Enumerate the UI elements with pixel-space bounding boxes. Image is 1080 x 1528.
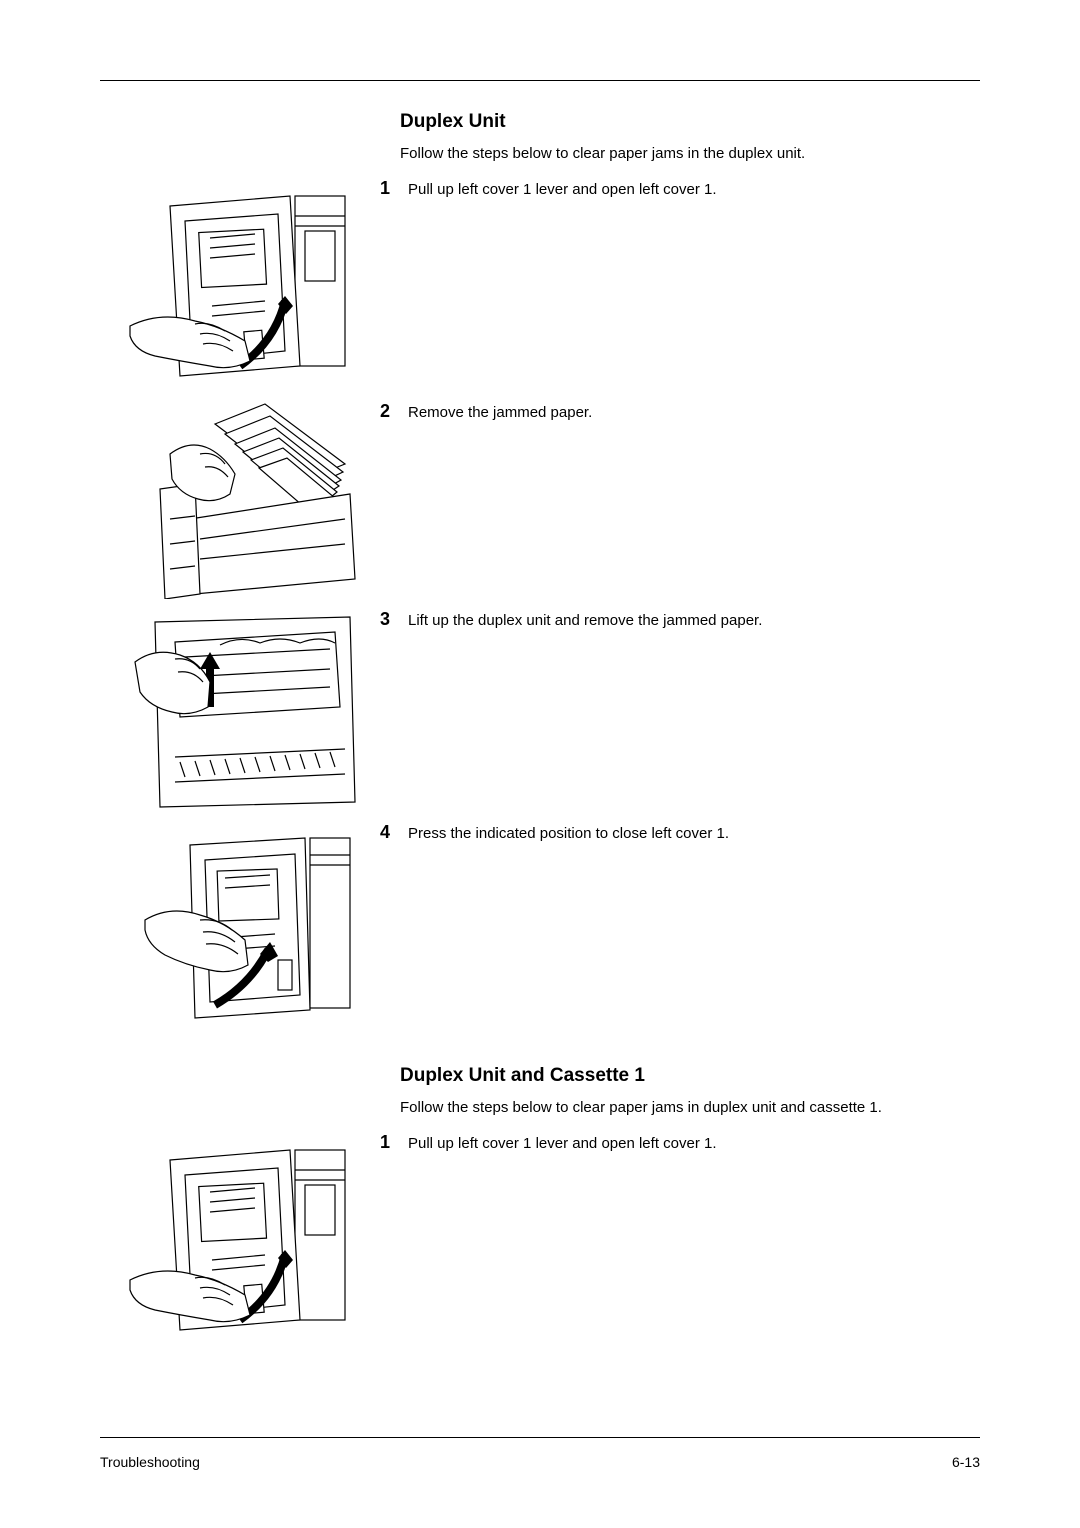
section2-header-block: Duplex Unit and Cassette 1 Follow the st…: [400, 1065, 980, 1116]
step2-num: 2: [380, 401, 394, 422]
step4: 4 Press the indicated position to close …: [380, 822, 980, 844]
step2-text: Remove the jammed paper.: [408, 401, 592, 423]
sec2-step1-row: 1 Pull up left cover 1 lever and open le…: [100, 1130, 980, 1345]
section1-heading: Duplex Unit: [400, 111, 980, 133]
step1: 1 Pull up left cover 1 lever and open le…: [380, 178, 980, 200]
section1-header-block: Duplex Unit Follow the steps below to cl…: [400, 111, 980, 162]
step2-row: 2 Remove the jammed paper.: [100, 399, 980, 599]
step3-num: 3: [380, 609, 394, 630]
step4-text-col: 4 Press the indicated position to close …: [380, 820, 980, 844]
sec2-step1-text: Pull up left cover 1 lever and open left…: [408, 1132, 717, 1154]
step3: 3 Lift up the duplex unit and remove the…: [380, 609, 980, 631]
top-rule: [100, 80, 980, 81]
step1-text: Pull up left cover 1 lever and open left…: [408, 178, 717, 200]
step3-text-col: 3 Lift up the duplex unit and remove the…: [380, 607, 980, 631]
bottom-rule: [100, 1437, 980, 1438]
step4-row: 4 Press the indicated position to close …: [100, 820, 980, 1025]
page-container: Duplex Unit Follow the steps below to cl…: [100, 80, 980, 1478]
section-duplex-unit: Duplex Unit Follow the steps below to cl…: [100, 111, 980, 1025]
step4-text: Press the indicated position to close le…: [408, 822, 729, 844]
footer-right: 6-13: [952, 1454, 980, 1470]
step4-illustration: [100, 820, 380, 1025]
footer-left: Troubleshooting: [100, 1454, 200, 1470]
step3-text: Lift up the duplex unit and remove the j…: [408, 609, 762, 631]
sec2-step1-text-col: 1 Pull up left cover 1 lever and open le…: [380, 1130, 980, 1154]
section-duplex-cassette: Duplex Unit and Cassette 1 Follow the st…: [100, 1065, 980, 1345]
step1-row: 1 Pull up left cover 1 lever and open le…: [100, 176, 980, 391]
step2-text-col: 2 Remove the jammed paper.: [380, 399, 980, 423]
step3-row: 3 Lift up the duplex unit and remove the…: [100, 607, 980, 812]
step3-illustration: [100, 607, 380, 812]
step2: 2 Remove the jammed paper.: [380, 401, 980, 423]
section2-heading: Duplex Unit and Cassette 1: [400, 1065, 980, 1087]
step1-num: 1: [380, 178, 394, 199]
sec2-step1-illustration: [100, 1130, 380, 1345]
step1-text-col: 1 Pull up left cover 1 lever and open le…: [380, 176, 980, 200]
section2-intro: Follow the steps below to clear paper ja…: [400, 1099, 980, 1116]
sec2-step1-num: 1: [380, 1132, 394, 1153]
page-footer: Troubleshooting 6-13: [100, 1454, 980, 1470]
step2-illustration: [100, 399, 380, 599]
step4-num: 4: [380, 822, 394, 843]
section1-intro: Follow the steps below to clear paper ja…: [400, 145, 980, 162]
step1-illustration: [100, 176, 380, 391]
sec2-step1: 1 Pull up left cover 1 lever and open le…: [380, 1132, 980, 1154]
